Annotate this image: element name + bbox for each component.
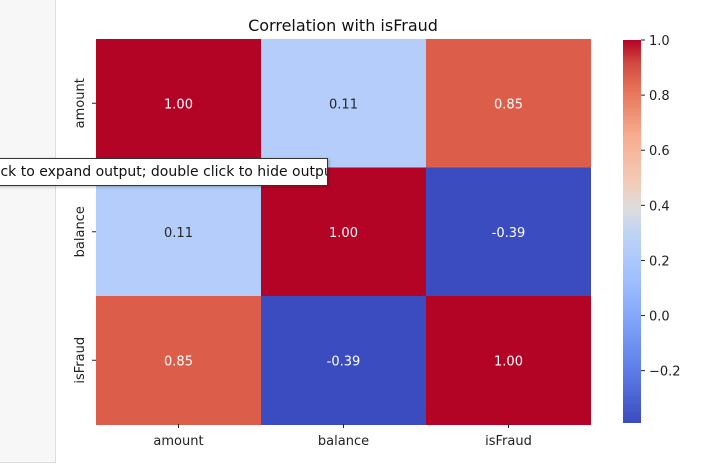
cell-value-label: 0.11 xyxy=(329,97,358,112)
colorbar-tick-label: −0.2 xyxy=(649,365,681,380)
cell-value-label: -0.39 xyxy=(327,354,361,369)
plot-area: Correlation with isFraud 1.00 0.11 0.85 0.1… xyxy=(56,0,713,469)
cell-value-label: 0.85 xyxy=(494,97,523,112)
chart-title: Correlation with isFraud xyxy=(248,16,438,35)
output-tooltip: click to expand output; double click to … xyxy=(0,158,328,186)
heatmap-cell-balance-balance xyxy=(261,167,426,297)
colorbar-tick-label: 0.8 xyxy=(649,89,670,104)
cell-value-label: 1.00 xyxy=(329,226,358,241)
colorbar-tick-label: 0.2 xyxy=(649,254,670,269)
output-gutter[interactable] xyxy=(0,0,56,463)
colorbar-tick-label: 0.4 xyxy=(649,199,670,214)
cell-value-label: 1.00 xyxy=(494,354,523,369)
y-tick-label-balance: balance xyxy=(73,206,88,257)
colorbar-tick-label: 1.0 xyxy=(649,34,670,49)
x-tick-label-isFraud: isFraud xyxy=(485,434,532,449)
y-tick-label-amount: amount xyxy=(73,78,88,128)
heatmap-cell-balance-isFraud xyxy=(426,167,591,297)
y-tick-label-isFraud: isFraud xyxy=(73,337,88,384)
heatmap-cell-isFraud-isFraud xyxy=(426,296,591,425)
cell-value-label: 1.00 xyxy=(164,97,193,112)
colorbar-tick-label: 0.6 xyxy=(649,144,670,159)
x-tick-label-balance: balance xyxy=(318,434,369,449)
heatmap-cell-amount-amount xyxy=(96,39,261,168)
colorbar-tick-label: 0.0 xyxy=(649,310,670,325)
heatmap-cell-amount-balance xyxy=(261,39,426,168)
tooltip-text: click to expand output; double click to … xyxy=(0,164,328,180)
heatmap-cell-amount-isFraud xyxy=(426,39,591,168)
heatmap-cell-balance-amount xyxy=(96,167,261,297)
correlation-heatmap: Correlation with isFraud 1.00 0.11 0.85 0.1… xyxy=(73,16,681,449)
cell-value-label: -0.39 xyxy=(492,226,526,241)
heatmap-cell-isFraud-balance xyxy=(261,296,426,425)
cell-value-label: 0.11 xyxy=(164,226,193,241)
heatmap-cell-isFraud-amount xyxy=(96,296,261,425)
colorbar xyxy=(623,40,641,423)
cell-value-label: 0.85 xyxy=(164,354,193,369)
x-tick-label-amount: amount xyxy=(153,434,203,449)
